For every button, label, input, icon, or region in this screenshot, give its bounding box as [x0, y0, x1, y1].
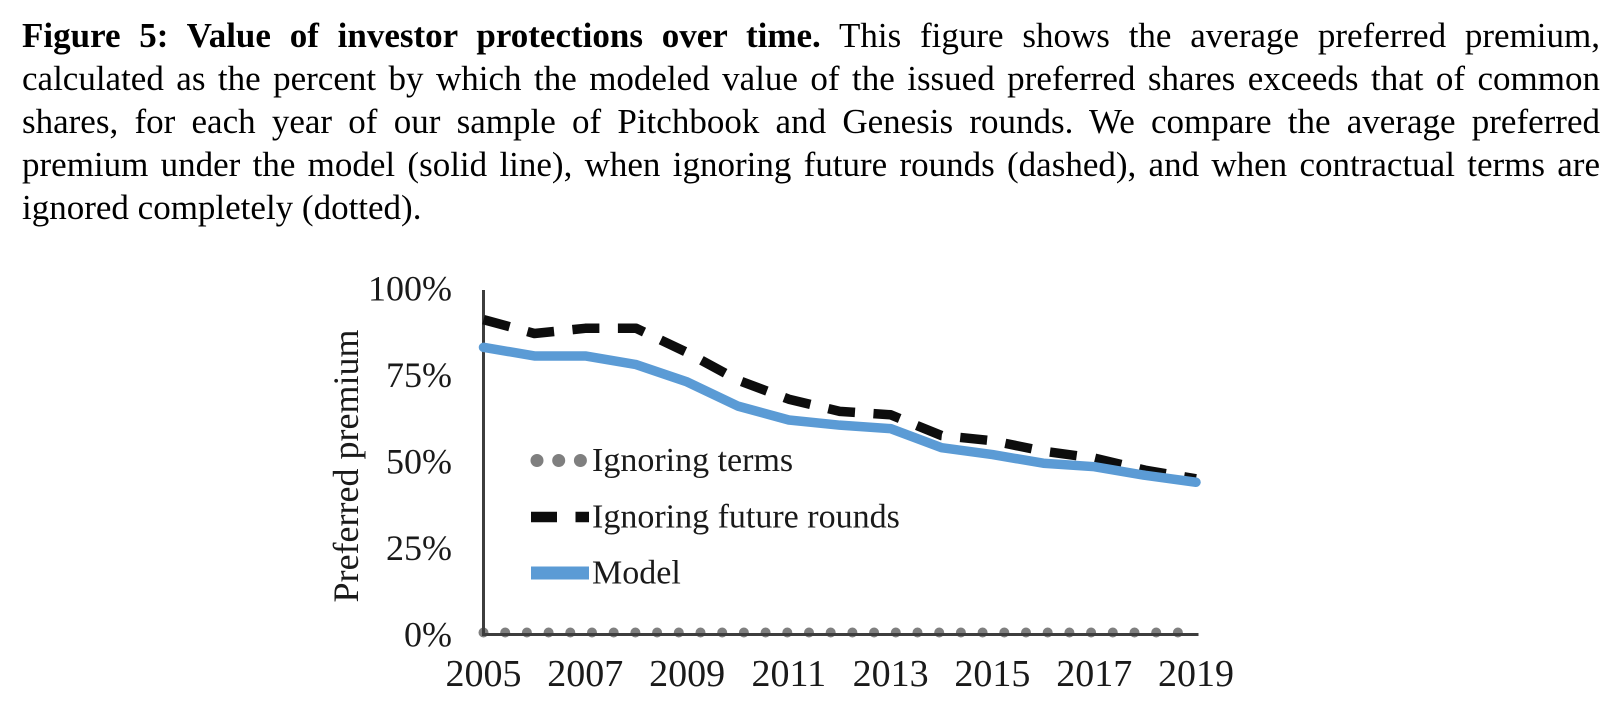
series-line-ignoring-future-rounds [482, 315, 1197, 484]
y-tick-label: 100% [368, 269, 452, 309]
x-tick-label: 2013 [853, 653, 929, 695]
series-layer [478, 315, 1201, 488]
y-tick-label: 25% [386, 528, 452, 568]
figure-caption-body: This figure shows the average preferred … [22, 16, 1600, 227]
y-axis-title: Preferred premium [326, 330, 366, 603]
legend-label-ignoring-future-rounds: Ignoring future rounds [592, 499, 900, 536]
legend-label-model: Model [592, 555, 681, 592]
x-tick-label: 2017 [1056, 653, 1132, 695]
x-tick-label: 2005 [446, 653, 522, 695]
y-tick-label: 50% [386, 442, 452, 482]
x-tick-label: 2009 [649, 653, 725, 695]
x-tick-label: 2011 [752, 653, 827, 695]
y-tick-label: 75% [386, 355, 452, 395]
legend-label-ignoring-terms: Ignoring terms [592, 442, 793, 479]
x-tick-label: 2007 [547, 653, 623, 695]
x-tick-label: 2015 [954, 653, 1030, 695]
x-tick-label: 2019 [1158, 653, 1234, 695]
x-axis-tick-labels: 2005 2007 2009 2011 2013 2015 2017 2019 [446, 653, 1235, 695]
series-line-model [478, 342, 1201, 488]
figure-caption-title: Figure 5: Value of investor protections … [22, 16, 821, 55]
y-tick-label: 0% [404, 615, 452, 655]
y-axis-tick-labels: 0% 25% 50% 75% 100% [368, 269, 452, 655]
figure-caption: Figure 5: Value of investor protections … [22, 14, 1600, 229]
chart-legend: Ignoring terms Ignoring future rounds Mode… [530, 442, 900, 592]
